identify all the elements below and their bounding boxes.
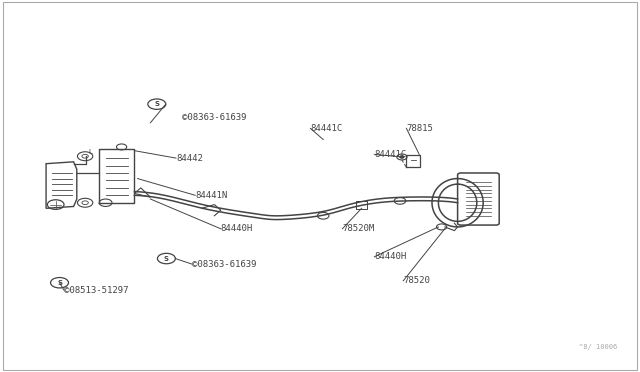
Text: 78815: 78815 xyxy=(406,124,433,133)
Text: 84440H: 84440H xyxy=(374,252,406,261)
Text: S: S xyxy=(57,280,62,286)
Text: 84441C: 84441C xyxy=(310,124,342,133)
Text: ©08513-51297: ©08513-51297 xyxy=(64,286,129,295)
Text: S: S xyxy=(164,256,169,262)
Text: 84441C: 84441C xyxy=(374,150,406,159)
Text: 78520: 78520 xyxy=(403,276,430,285)
Text: L: L xyxy=(88,150,92,155)
Text: 84441N: 84441N xyxy=(195,191,227,200)
Text: ©08363-61639: ©08363-61639 xyxy=(182,113,247,122)
Text: ©08363-61639: ©08363-61639 xyxy=(192,260,257,269)
Text: ^8/ 10006: ^8/ 10006 xyxy=(579,344,618,350)
Text: 78520M: 78520M xyxy=(342,224,374,233)
Text: 84442: 84442 xyxy=(176,154,203,163)
Text: S: S xyxy=(154,101,159,107)
Circle shape xyxy=(400,156,404,158)
Text: 84440H: 84440H xyxy=(221,224,253,233)
